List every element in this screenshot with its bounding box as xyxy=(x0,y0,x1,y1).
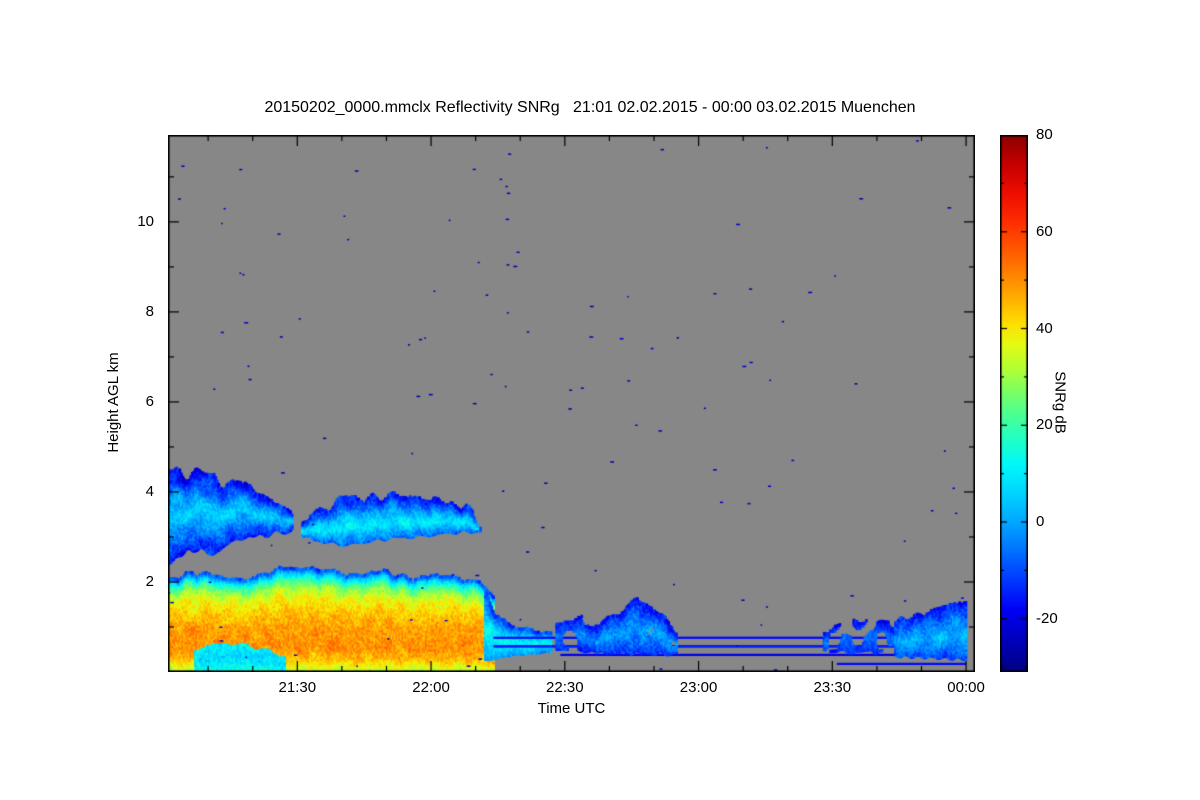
x-axis-title: Time UTC xyxy=(537,700,606,717)
x-tick-label: 22:30 xyxy=(546,679,584,696)
y-tick-label: 2 xyxy=(145,572,154,590)
x-tick-label: 21:30 xyxy=(278,679,317,696)
heatmap-canvas xyxy=(168,135,975,672)
y-tick-label: 4 xyxy=(145,482,154,500)
x-tick-label: 23:00 xyxy=(679,679,718,696)
x-tick-label: 22:00 xyxy=(412,679,450,696)
colorbar-tick-label: 60 xyxy=(1036,222,1053,240)
colorbar-tick-label: -20 xyxy=(1036,609,1058,627)
y-tick-label: 8 xyxy=(145,302,154,320)
colorbar-tick-label: 80 xyxy=(1036,126,1053,143)
y-tick-label: 6 xyxy=(145,392,154,410)
y-tick-label: 10 xyxy=(137,212,154,230)
colorbar-tick-label: 20 xyxy=(1036,416,1053,434)
colorbar-canvas xyxy=(1000,135,1028,672)
x-tick-label: 00:00 xyxy=(947,679,985,696)
colorbar-tick-label: 40 xyxy=(1036,319,1053,337)
colorbar-tick-label: 0 xyxy=(1036,513,1045,531)
chart-title: 20150202_0000.mmclx Reflectivity SNRg 21… xyxy=(264,99,916,116)
colorbar-title: SNRg dB xyxy=(1051,371,1069,434)
x-tick-label: 23:30 xyxy=(813,679,852,696)
